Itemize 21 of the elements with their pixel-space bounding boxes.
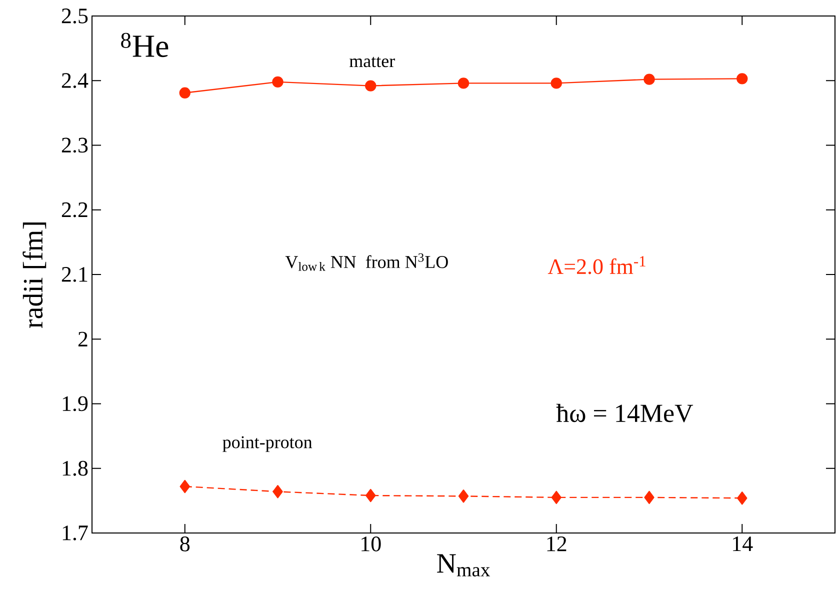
annotation: Λ=2.0 fm$^{-1}$ xyxy=(548,256,646,274)
y-tick-label: 1.7 xyxy=(62,526,88,540)
annotation: $^{8}$He xyxy=(121,32,168,58)
y-tick-label: 2.4 xyxy=(62,73,88,88)
y-tick-label: 2.3 xyxy=(62,138,88,153)
x-tick-label: 10 xyxy=(362,536,381,552)
series-label: matter xyxy=(350,56,395,68)
x-tick-label: 12 xyxy=(547,536,566,552)
annotation: ħω = 14MeV xyxy=(556,404,694,422)
x-axis-title: N$_{max}$ xyxy=(437,554,490,576)
annotation: $\mathrm{V_{low\,k}\ NN\ \ from\ N^{3}LO}$ xyxy=(285,253,448,271)
y-tick-label: 1.8 xyxy=(62,460,88,476)
y-axis-title: radii [fm] xyxy=(22,222,46,328)
x-tick-label: 8 xyxy=(180,536,190,552)
y-tick-label: 2.5 xyxy=(62,8,88,24)
text: point-proton xyxy=(222,436,312,452)
y-tick-label: 2.2 xyxy=(62,202,88,218)
x-tick-label: 14 xyxy=(733,536,753,552)
y-tick-label: 1.9 xyxy=(62,396,88,412)
y-tick-label: 2.1 xyxy=(62,267,88,282)
y-tick-label: 2 xyxy=(78,332,88,346)
